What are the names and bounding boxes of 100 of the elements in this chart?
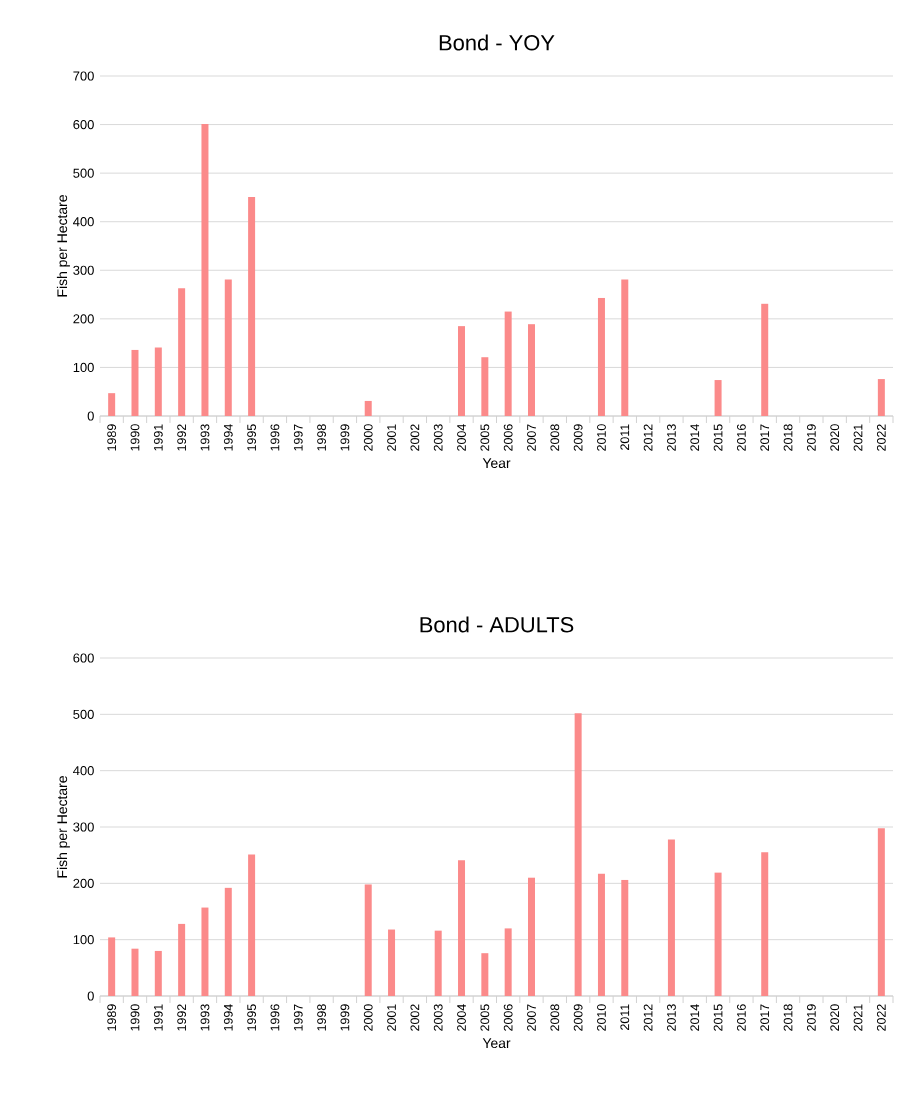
y-tick-label: 500: [73, 709, 94, 719]
chart-title: Bond - YOY: [439, 34, 555, 51]
bar: [877, 828, 885, 996]
x-tick-label: 2007: [527, 1004, 536, 1031]
bar: [714, 380, 722, 416]
x-tick-label: 2012: [643, 424, 653, 451]
x-tick-label: 2019: [806, 424, 816, 451]
bar: [761, 852, 769, 996]
x-tick-label: 2002: [410, 1004, 420, 1031]
y-tick-label: 0: [87, 411, 94, 421]
x-tick-label: 1991: [153, 1004, 163, 1031]
x-tick-label: 2003: [433, 424, 443, 451]
x-tick-label: 2016: [737, 1004, 746, 1031]
bar: [248, 196, 256, 416]
bar: [574, 713, 582, 996]
x-axis-title: Year: [482, 458, 511, 469]
y-tick-label: 400: [73, 217, 94, 227]
x-tick-label: 1995: [247, 424, 257, 451]
y-tick-label: 300: [73, 822, 94, 832]
bar: [131, 948, 139, 996]
bar: [364, 884, 372, 996]
x-tick-label: 2001: [387, 1004, 396, 1031]
bar: [621, 279, 629, 416]
x-tick-label: 1995: [247, 1004, 257, 1031]
bar: [178, 288, 186, 416]
x-tick-label: 2004: [457, 1004, 466, 1031]
bar: [178, 923, 186, 996]
y-tick-label: 0: [87, 991, 94, 1001]
x-tick-label: 2009: [573, 1004, 583, 1031]
x-tick-label: 2014: [690, 1004, 700, 1031]
bar: [597, 297, 605, 416]
y-tick-label: 600: [73, 119, 94, 130]
y-tick-label: 100: [73, 935, 94, 945]
x-tick-label: 2020: [830, 424, 840, 451]
bar: [224, 887, 232, 996]
bar: [761, 303, 769, 416]
bar: [877, 379, 885, 416]
x-tick-label: 2014: [690, 424, 700, 451]
x-tick-label: 2018: [783, 424, 793, 451]
x-tick-label: 1997: [293, 424, 303, 451]
y-tick-label: 600: [73, 653, 94, 663]
x-tick-label: 2022: [876, 424, 886, 451]
bar: [108, 937, 116, 996]
x-tick-label: 2020: [830, 1004, 840, 1031]
x-tick-label: 1999: [340, 1004, 350, 1031]
bar: [108, 393, 116, 416]
x-tick-label: 2006: [503, 1004, 513, 1031]
y-tick-label: 500: [73, 168, 94, 178]
x-tick-label: 2013: [667, 1004, 676, 1031]
x-tick-label: 2001: [387, 424, 396, 451]
x-tick-label: 1997: [293, 1004, 303, 1031]
x-tick-label: 2009: [573, 424, 583, 451]
bar: [201, 124, 209, 416]
x-tick-label: 1996: [270, 1004, 280, 1031]
x-tick-label: 2015: [713, 424, 723, 451]
bar: [504, 928, 512, 996]
bar: [364, 400, 372, 416]
bar: [458, 326, 466, 416]
bar: [481, 953, 489, 996]
x-tick-label: 1993: [200, 1004, 210, 1031]
x-tick-label: 1989: [107, 424, 117, 451]
x-tick-label: 1998: [317, 1004, 326, 1031]
x-tick-label: 1992: [177, 1004, 187, 1031]
bar: [388, 929, 396, 996]
x-tick-label: 2018: [783, 1004, 793, 1031]
y-axis-title: Fish per Hectare: [56, 195, 70, 297]
bar: [154, 950, 162, 996]
x-tick-label: 1991: [153, 424, 163, 451]
x-tick-label: 2021: [853, 424, 863, 451]
x-tick-label: 1990: [130, 1004, 140, 1031]
x-tick-label: 2011: [620, 1004, 630, 1030]
x-tick-label: 1989: [107, 1004, 117, 1031]
chart-title: Bond - ADULTS: [420, 616, 574, 633]
bar: [458, 860, 466, 996]
y-tick-label: 700: [73, 71, 94, 81]
x-tick-label: 2010: [597, 1004, 606, 1031]
bar: [248, 854, 256, 996]
bar: [154, 347, 162, 416]
x-tick-label: 1994: [223, 1004, 233, 1031]
x-tick-label: 2005: [480, 1004, 490, 1031]
bar: [201, 907, 209, 996]
bar: [527, 324, 535, 416]
x-axis-title: Year: [482, 1038, 511, 1049]
x-tick-label: 1990: [130, 424, 140, 451]
y-tick-label: 200: [73, 878, 94, 888]
x-tick-label: 2022: [876, 1004, 886, 1031]
x-tick-label: 1992: [177, 424, 187, 451]
bar: [434, 930, 442, 996]
x-tick-label: 2017: [760, 424, 770, 451]
bar: [621, 879, 629, 996]
bar: [667, 839, 675, 996]
x-tick-label: 2016: [737, 424, 746, 451]
bar: [504, 311, 512, 416]
x-tick-label: 2017: [760, 1004, 770, 1031]
x-tick-label: 2000: [363, 1004, 373, 1031]
bar: [597, 873, 605, 996]
bar: [224, 279, 232, 416]
x-tick-label: 1993: [200, 424, 210, 451]
x-tick-label: 2006: [503, 424, 513, 451]
x-tick-label: 2002: [410, 424, 420, 451]
